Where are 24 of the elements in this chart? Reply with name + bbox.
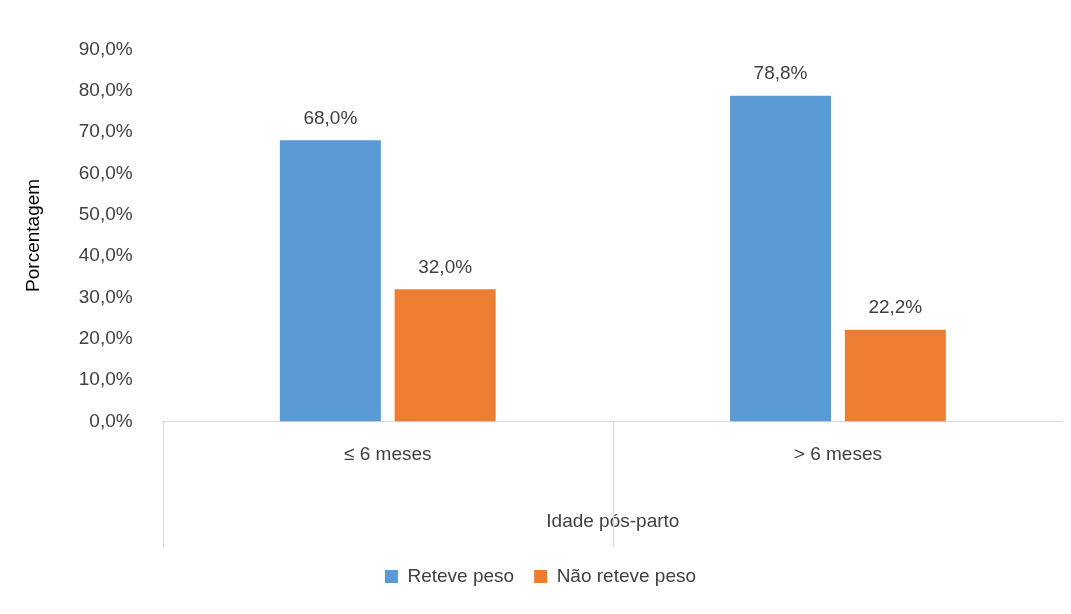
y-tick-label: 40,0% [78,244,133,266]
bar [394,289,496,422]
bar [844,329,946,422]
y-tick-label: 10,0% [78,368,133,390]
y-tick-label: 0,0% [89,409,133,431]
data-label: 78,8% [753,62,808,84]
x-axis-title: Idade pós-parto [546,509,680,531]
legend-label: Não reteve peso [556,564,697,586]
y-axis-title: Porcentagem [21,178,43,292]
y-tick-label: 90,0% [78,37,133,59]
bar [279,140,381,422]
legend-label: Reteve peso [407,564,515,586]
data-label: 22,2% [868,296,923,318]
y-tick-label: 60,0% [78,161,133,183]
x-tick-label: ≤ 6 meses [344,443,432,465]
data-label: 32,0% [418,255,473,277]
y-tick-label: 50,0% [78,202,133,224]
x-tick-label: > 6 meses [793,443,883,465]
y-tick-label: 80,0% [78,78,133,100]
y-tick-label: 70,0% [78,120,133,142]
y-tick-label: 20,0% [78,326,133,348]
y-tick-label: 30,0% [78,285,133,307]
data-label: 68,0% [303,107,358,129]
bar [730,95,832,422]
